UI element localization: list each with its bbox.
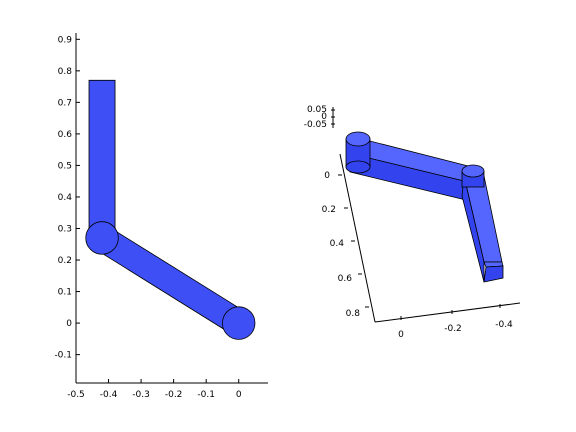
y-tick-label-3d: 0 bbox=[324, 171, 330, 181]
z-tick-labels-3d: 0.05 0 -0.05 bbox=[304, 105, 328, 130]
x-tick-label-3d: -0.2 bbox=[444, 324, 462, 334]
x-axis-line-3d bbox=[374, 302, 521, 323]
y-tick-label-3d: 0.4 bbox=[330, 239, 345, 249]
x-tick-label: -0.1 bbox=[197, 390, 215, 400]
x-tick-label: -0.2 bbox=[165, 390, 183, 400]
y-tick-label: 0.7 bbox=[58, 98, 72, 108]
y-tick-label-3d: 0.6 bbox=[338, 274, 353, 284]
z-tick-label-3d: -0.05 bbox=[304, 120, 327, 130]
y-axis-line-3d bbox=[339, 153, 376, 323]
x-tick-label: -0.3 bbox=[132, 390, 150, 400]
y-tick-label-3d: 0.2 bbox=[322, 205, 336, 215]
y-tick-label: 0.2 bbox=[58, 256, 72, 266]
y-tick-label: -0.1 bbox=[54, 351, 72, 361]
y-tick-label: 0 bbox=[66, 319, 72, 329]
link-2 bbox=[88, 79, 116, 239]
arm-3d-body bbox=[345, 131, 504, 283]
y-tick-label: 0.9 bbox=[58, 35, 73, 45]
elbow-joint bbox=[85, 221, 119, 255]
y-tick-label: 0.6 bbox=[58, 130, 73, 140]
elbow-joint-3d-top bbox=[461, 164, 485, 178]
base-joint-3d-bottom bbox=[345, 160, 371, 174]
x-tick-label: 0 bbox=[236, 390, 242, 400]
y-tick-label: 0.5 bbox=[58, 161, 72, 171]
base-joint-3d-top bbox=[345, 131, 371, 147]
x-tick-label-3d: 0 bbox=[398, 330, 404, 340]
arm-3d-plot: 0 0.2 0.4 0.6 0.8 0 -0.2 -0.4 0.05 0 -0.… bbox=[304, 105, 521, 340]
y-tick-label: 0.4 bbox=[58, 193, 73, 203]
x-tick-label-3d: -0.4 bbox=[495, 320, 513, 330]
tick-marks-3d bbox=[331, 109, 501, 320]
x-tick-label: -0.5 bbox=[67, 390, 85, 400]
y-tick-label: 0.3 bbox=[58, 224, 72, 234]
z-tick-label-3d: 0 bbox=[321, 112, 327, 122]
link-2-3d-tip-front bbox=[483, 265, 504, 283]
y-tick-label-3d: 0.8 bbox=[346, 309, 361, 319]
z-tick-label-3d: 0.05 bbox=[307, 105, 327, 115]
x-tick-labels-3d: 0 -0.2 -0.4 bbox=[398, 320, 513, 340]
y-tick-labels-3d: 0 0.2 0.4 0.6 0.8 bbox=[322, 171, 361, 319]
arm-2d-plot: -0.5 -0.4 -0.3 -0.2 -0.1 0 -0.1 0 0.1 0.2 0.3 0.4 0… bbox=[54, 33, 268, 400]
base-joint bbox=[222, 306, 256, 340]
x-tick-label: -0.4 bbox=[100, 390, 118, 400]
y-tick-label: 0.1 bbox=[58, 288, 72, 298]
y-tick-label: 0.8 bbox=[58, 67, 73, 77]
